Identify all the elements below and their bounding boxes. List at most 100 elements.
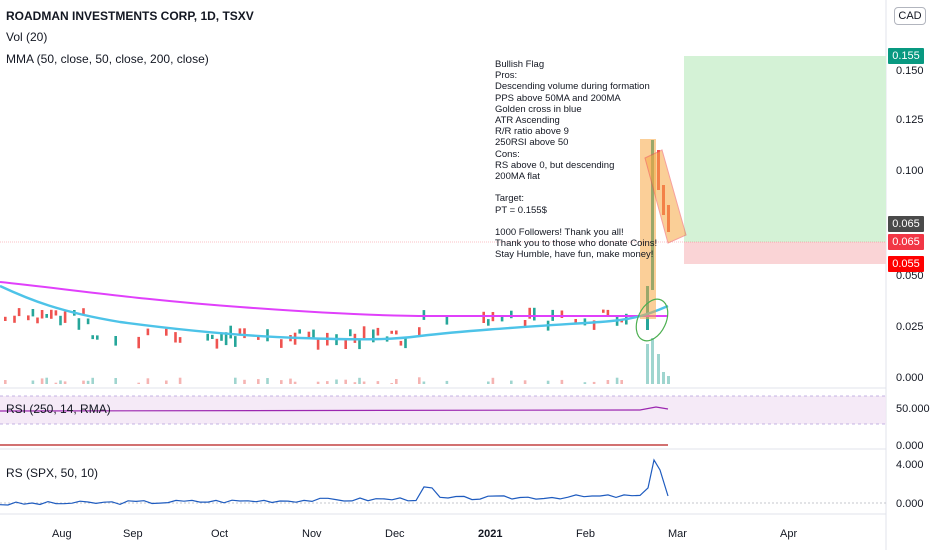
candle	[523, 320, 527, 327]
candle	[40, 310, 44, 319]
candle	[91, 335, 94, 340]
volume-bar	[293, 381, 297, 384]
volume-bar	[651, 338, 654, 384]
candle	[560, 310, 564, 318]
candle	[54, 310, 58, 316]
candle	[257, 336, 260, 340]
candle	[82, 308, 85, 315]
candle	[390, 330, 393, 334]
volume-bar	[353, 382, 357, 384]
volume-bar	[362, 381, 366, 384]
volume-bar	[390, 383, 393, 384]
rsi-line	[0, 406, 669, 412]
volume-bar	[344, 379, 347, 384]
volume-bar	[657, 354, 660, 384]
candle	[174, 332, 177, 343]
volume-bar	[487, 381, 490, 384]
month-dec: Dec	[385, 528, 405, 540]
candle	[146, 328, 150, 336]
candle	[528, 307, 531, 319]
flag-highlight	[644, 149, 687, 244]
volume-bar	[662, 372, 665, 384]
month-mar: Mar	[668, 528, 687, 540]
volume-bar	[178, 377, 182, 384]
volume-bar	[234, 377, 237, 384]
symbol-title[interactable]: ROADMAN INVESTMENTS CORP, 1D, TSXV	[6, 9, 254, 23]
volume-bar	[491, 377, 495, 384]
volume-bar	[91, 377, 94, 384]
candle	[307, 331, 311, 339]
candle	[13, 315, 16, 323]
candle	[229, 325, 232, 339]
volume-indicator-label[interactable]: Vol (20)	[6, 30, 48, 44]
rs-indicator-label[interactable]: RS (SPX, 50, 10)	[6, 466, 99, 480]
volume-bar	[606, 380, 610, 384]
volume-bar	[86, 380, 90, 384]
volume-bars	[4, 338, 670, 384]
candle	[96, 335, 99, 340]
volume-bar	[592, 381, 596, 384]
rsi-label-0: 0.000	[896, 440, 924, 452]
volume-bar	[4, 380, 7, 384]
candle	[243, 328, 246, 339]
volume-bar	[583, 382, 587, 384]
loss-zone	[684, 242, 886, 264]
volume-bar	[165, 380, 168, 384]
candle	[349, 329, 352, 337]
candle	[372, 329, 375, 343]
volume-bar	[54, 382, 58, 384]
currency-button[interactable]: CAD	[894, 7, 926, 25]
volume-bar	[620, 380, 623, 384]
mma-indicator-label[interactable]: MMA (50, close, 50, close, 200, close)	[6, 52, 209, 66]
month-feb: Feb	[576, 528, 595, 540]
rs-label-0: 0.000	[896, 498, 924, 510]
entry-price-tag: 0.065	[888, 234, 924, 250]
candle	[220, 332, 223, 341]
candle	[376, 327, 380, 336]
candle	[86, 318, 90, 325]
candle	[17, 308, 21, 317]
candle	[399, 340, 403, 346]
rsi-label-50: 50.000	[896, 403, 930, 415]
last-price-tag: 0.065	[888, 216, 924, 232]
candle	[500, 316, 504, 322]
price-label-0100: 0.100	[896, 165, 924, 177]
candle	[404, 337, 407, 349]
candle	[602, 309, 605, 313]
volume-bar	[510, 380, 513, 384]
candle	[59, 315, 62, 326]
volume-bar	[289, 378, 292, 384]
candle	[395, 330, 398, 335]
candle	[280, 339, 283, 348]
volume-bar	[257, 379, 260, 384]
price-label-0125: 0.125	[896, 114, 924, 126]
profit-zone	[684, 56, 886, 242]
candle	[178, 337, 182, 343]
stop-price-tag: 0.055	[888, 256, 924, 272]
candle	[137, 336, 140, 349]
candle	[45, 314, 48, 318]
price-label-0000: 0.000	[896, 372, 924, 384]
volume-bar	[615, 377, 619, 384]
candle	[487, 319, 490, 326]
candle	[358, 338, 361, 350]
trade-annotation[interactable]: Bullish Flag Pros: Descending volume dur…	[495, 59, 658, 261]
month-oct: Oct	[211, 528, 229, 540]
volume-bar	[243, 379, 246, 384]
rs-label-4: 4.000	[896, 459, 924, 471]
volume-bar	[646, 344, 649, 384]
ma50-line	[0, 284, 669, 341]
candle	[36, 317, 39, 324]
candle	[206, 333, 209, 341]
candle	[482, 311, 485, 323]
candle	[238, 328, 242, 336]
volume-bar	[40, 378, 44, 384]
volume-bar	[546, 380, 550, 384]
candle	[63, 311, 67, 323]
volume-bar	[335, 379, 338, 384]
rsi-indicator-label[interactable]: RSI (250, 14, RMA)	[6, 402, 111, 416]
candle	[362, 326, 366, 339]
month-aug: Aug	[52, 528, 72, 540]
candle	[266, 329, 269, 342]
